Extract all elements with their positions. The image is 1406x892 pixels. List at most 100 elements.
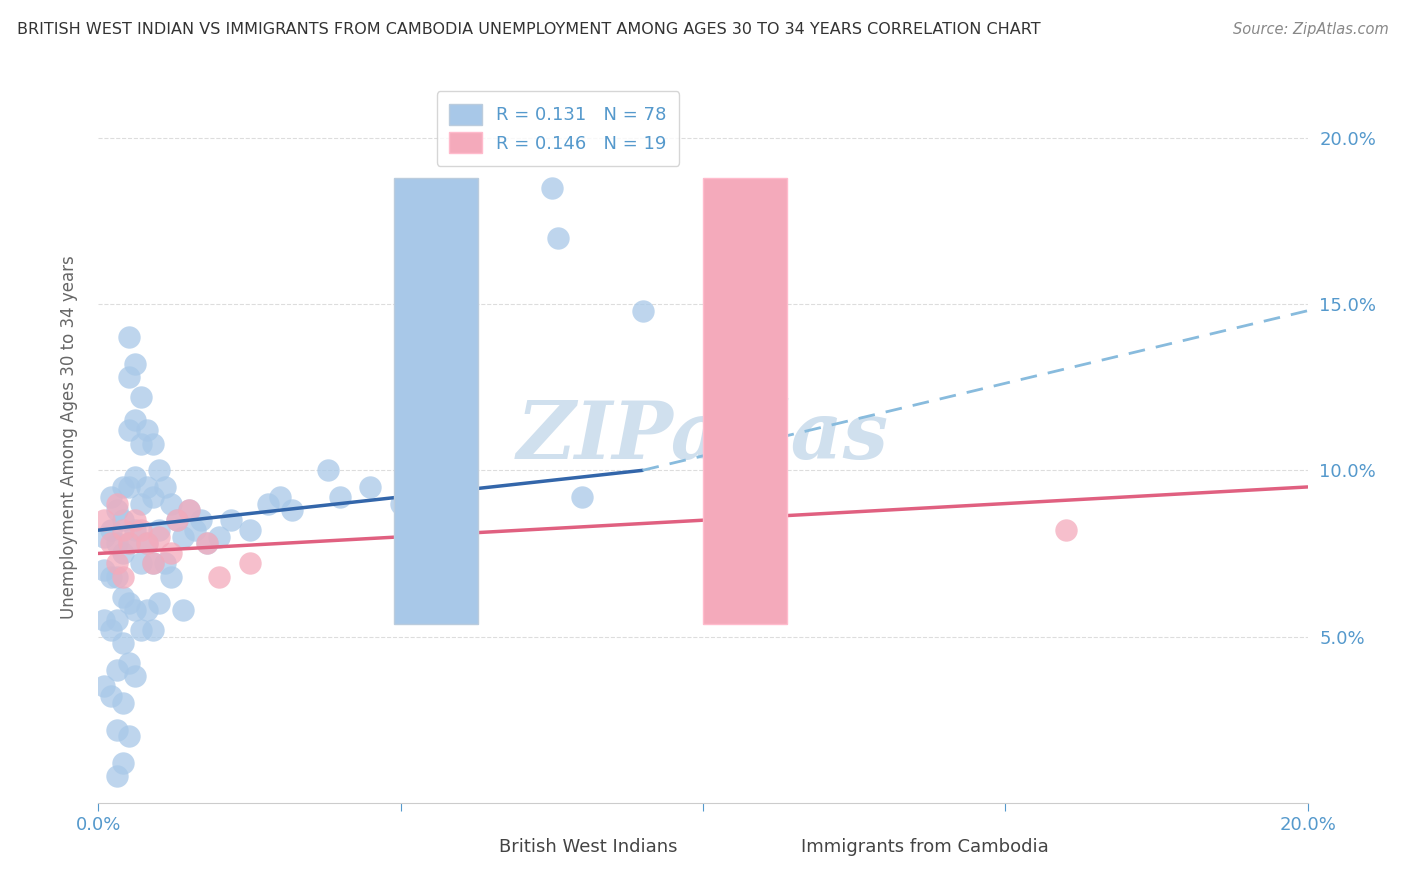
Point [208,570,231,584]
Point [195,536,218,550]
Y-axis label: Unemployment Among Ages 30 to 34 years: Unemployment Among Ages 30 to 34 years [59,255,77,619]
Point [118,596,141,610]
Point [221,513,243,527]
Point [239,523,262,537]
Point [208,530,231,544]
Point [329,490,352,504]
Point [100,536,122,550]
Point [160,570,183,584]
Point [148,523,170,537]
Point [142,490,165,504]
Text: Immigrants from Cambodia: Immigrants from Cambodia [801,838,1049,856]
Point [105,769,128,783]
Point [135,424,157,438]
Point [105,503,128,517]
Point [124,357,146,371]
Text: BRITISH WEST INDIAN VS IMMIGRANTS FROM CAMBODIA UNEMPLOYMENT AMONG AGES 30 TO 34: BRITISH WEST INDIAN VS IMMIGRANTS FROM C… [17,22,1040,37]
Point [129,623,152,637]
Point [124,669,146,683]
Point [111,570,134,584]
Point [100,690,122,704]
Point [129,436,152,450]
Point [135,480,157,494]
Point [100,570,122,584]
Point [172,603,194,617]
Point [190,513,212,527]
Point [124,603,146,617]
Point [124,523,146,537]
Point [105,557,128,571]
Point [111,696,134,710]
Point [166,513,188,527]
Point [111,480,134,494]
Point [135,536,157,550]
Point [118,330,141,344]
Point [148,463,170,477]
Point [124,470,146,484]
Point [118,480,141,494]
Point [105,536,128,550]
Point [256,497,278,511]
Point [281,503,304,517]
Point [160,497,183,511]
Point [118,656,141,670]
Point [129,390,152,404]
Point [124,413,146,427]
Point [153,557,176,571]
Point [93,613,115,627]
Point [105,663,128,677]
Point [105,723,128,737]
Text: ZIPatlas: ZIPatlas [517,399,889,475]
Point [105,613,128,627]
Point [160,546,183,560]
Point [571,490,593,504]
Point [631,303,654,318]
Point [540,180,562,194]
Point [93,530,115,544]
Point [93,513,115,527]
Point [129,557,152,571]
Point [118,536,141,550]
Point [118,729,141,743]
Point [118,370,141,384]
Point [148,596,170,610]
Text: Source: ZipAtlas.com: Source: ZipAtlas.com [1233,22,1389,37]
Text: British West Indians: British West Indians [499,838,678,856]
Point [124,513,146,527]
Point [105,497,128,511]
Point [100,523,122,537]
Point [269,490,291,504]
Point [111,590,134,604]
Point [239,557,262,571]
Point [93,680,115,694]
Point [129,497,152,511]
Point [360,480,382,494]
Point [195,536,218,550]
Point [153,480,176,494]
Point [135,536,157,550]
Point [100,623,122,637]
Point [316,463,339,477]
Point [389,497,412,511]
Point [105,570,128,584]
Point [111,636,134,650]
Point [142,557,165,571]
Point [100,490,122,504]
Point [111,523,134,537]
Legend: R = 0.131   N = 78, R = 0.146   N = 19: R = 0.131 N = 78, R = 0.146 N = 19 [437,91,679,166]
Point [179,503,201,517]
Point [172,530,194,544]
Point [179,503,201,517]
Point [118,424,141,438]
Point [184,523,207,537]
Point [129,523,152,537]
Point [111,513,134,527]
Point [142,557,165,571]
Point [111,546,134,560]
Point [1054,523,1077,537]
Point [111,756,134,770]
Point [142,623,165,637]
Point [93,563,115,577]
Point [142,436,165,450]
Point [166,513,188,527]
